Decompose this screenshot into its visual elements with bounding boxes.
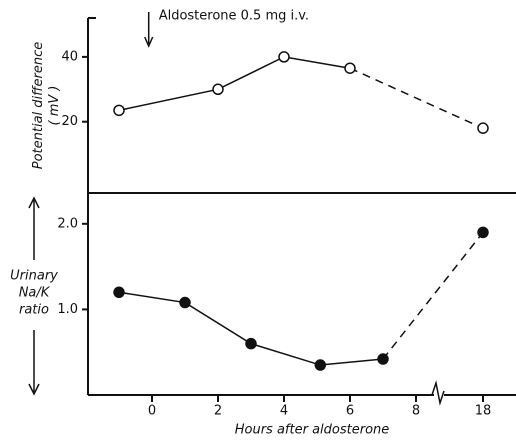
annotation-arrow-head	[144, 36, 154, 48]
line	[118, 56, 351, 112]
annotation: Aldosterone 0.5 mg i.v.	[159, 9, 309, 24]
label-arrow-head	[28, 196, 40, 209]
y-axis-label-line: Potential difference	[31, 42, 46, 170]
point	[477, 122, 489, 134]
x-tick-label: 6	[346, 404, 354, 419]
point	[212, 83, 224, 96]
y-tick-label: 2.0	[57, 216, 78, 231]
y-axis-label-line: ( mV )	[47, 86, 62, 126]
y-axis-label: Urinary	[10, 269, 58, 284]
y-tick-label: 40	[61, 49, 78, 64]
point	[314, 359, 327, 371]
point	[245, 337, 257, 350]
y-axis-label: Potential difference( mV )	[31, 42, 62, 170]
axis-break	[431, 380, 445, 406]
x-tick-label: 18	[475, 404, 492, 419]
y-tick-label: 20	[61, 114, 78, 129]
point	[377, 353, 389, 365]
point	[477, 226, 489, 239]
label-arrow-head	[28, 383, 40, 396]
dashed-line	[382, 231, 484, 360]
point	[278, 51, 290, 63]
point	[179, 296, 191, 309]
dashed-line	[349, 67, 484, 129]
y-axis-label: Na/K	[19, 286, 51, 301]
y-axis-label: ratio	[19, 303, 49, 318]
x-axis-label: Hours after aldosterone	[235, 423, 390, 438]
x-tick-label: 4	[280, 404, 288, 419]
y-tick-label: 1.0	[57, 302, 78, 317]
point	[113, 104, 125, 117]
x-tick-label: 2	[214, 404, 222, 419]
point	[344, 62, 356, 74]
point	[113, 286, 125, 299]
x-tick-label: 8	[412, 404, 420, 419]
x-tick-label: 0	[148, 404, 156, 419]
line	[118, 291, 384, 366]
